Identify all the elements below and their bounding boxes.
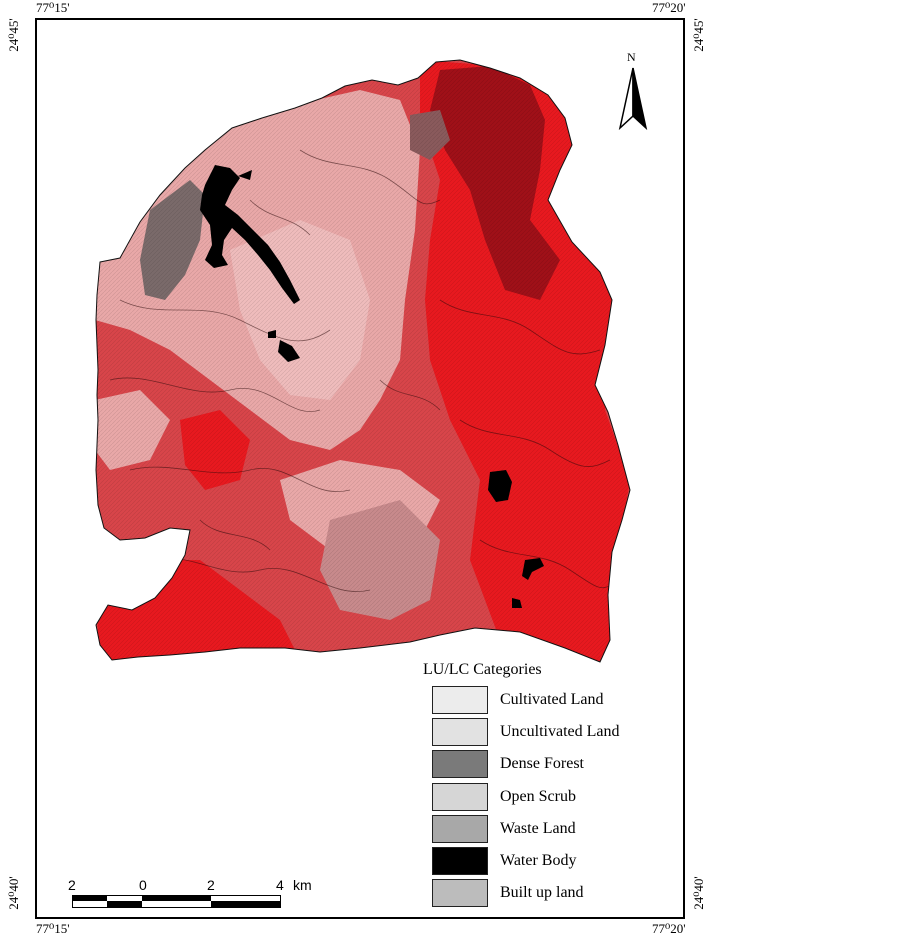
water-body-southeast	[522, 558, 544, 580]
legend-label: Water Body	[500, 852, 577, 869]
legend-item: Water Body	[432, 847, 672, 877]
scale-label-4: 4	[276, 877, 284, 893]
map-regions	[96, 60, 630, 662]
texture-overlay	[96, 60, 630, 662]
legend-swatch	[432, 879, 488, 908]
legend-swatch	[432, 718, 488, 747]
legend-item: Open Scrub	[432, 782, 672, 813]
legend-label: Cultivated Land	[500, 691, 604, 708]
legend-item: Built up land	[432, 879, 672, 909]
legend-swatch	[432, 782, 488, 811]
legend-label: Dense Forest	[500, 755, 584, 773]
water-body-pond	[278, 340, 300, 362]
map-outline	[95, 59, 631, 663]
contour-lines	[109, 149, 613, 592]
legend-title: LU/LC Categories	[423, 661, 542, 678]
legend-label: Uncultivated Land	[500, 723, 620, 741]
coord-bottom-left: 77⁰15'	[36, 921, 70, 936]
legend-label: Waste Land	[500, 819, 576, 837]
scale-unit: km	[293, 877, 312, 893]
scale-label-2-left: 2	[68, 877, 76, 893]
legend-item: Waste Land	[432, 814, 672, 845]
legend-label: Built up land	[500, 884, 584, 902]
coord-top-left: 77⁰15'	[36, 0, 70, 15]
legend-swatch	[432, 750, 488, 779]
north-arrow-icon	[618, 67, 648, 131]
legend-item: Dense Forest	[432, 750, 672, 780]
legend-label: Open Scrub	[500, 787, 576, 805]
water-body-east	[488, 470, 512, 502]
legend-swatch	[432, 814, 488, 843]
coord-top-right: 77⁰20'	[652, 0, 686, 15]
water-bodies	[200, 165, 544, 608]
scale-bar-graphic	[72, 895, 281, 908]
legend-item: Uncultivated Land	[432, 718, 672, 748]
legend-swatch	[432, 686, 488, 714]
map-frame	[35, 18, 685, 919]
scale-label-0: 0	[139, 877, 147, 893]
water-body-reservoir	[200, 165, 300, 304]
scale-label-2-right: 2	[207, 877, 215, 893]
north-label: N	[627, 50, 636, 64]
legend-swatch	[432, 847, 488, 875]
coord-bottom-right: 77⁰20'	[652, 921, 686, 936]
legend-item: Cultivated Land	[432, 686, 672, 716]
